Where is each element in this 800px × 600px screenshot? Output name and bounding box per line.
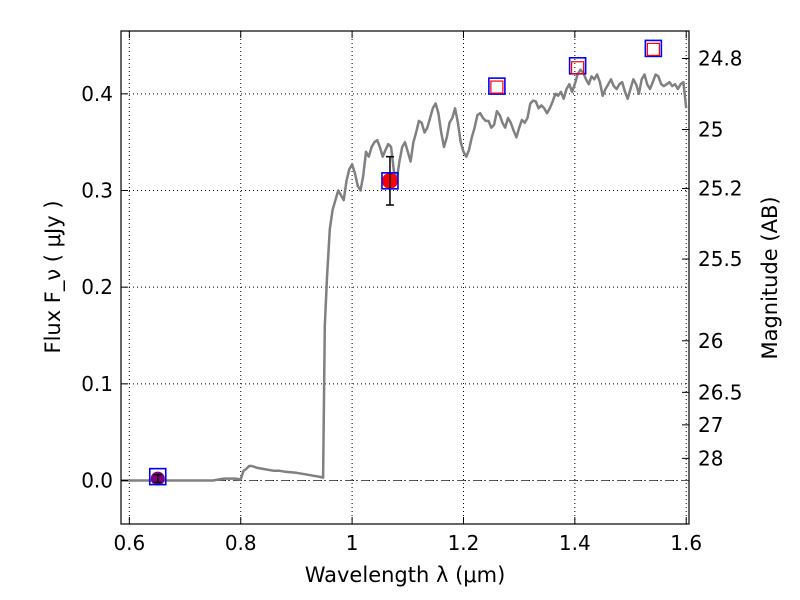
model-spectrum-line (121, 68, 688, 482)
axis-ticks (121, 31, 689, 524)
plot-frame (120, 30, 690, 525)
x-tick-label: 1.6 (670, 531, 702, 555)
mag-tick-label: 25.2 (698, 177, 743, 201)
mag-tick-label: 24.8 (698, 47, 743, 71)
x-tick-label: 1 (346, 531, 359, 555)
model-photometry-box (381, 172, 399, 190)
model-photometry-box (148, 467, 167, 486)
mag-tick-label: 27 (698, 413, 723, 437)
observed-box-point (571, 61, 585, 75)
model-spectrum-group (121, 68, 688, 482)
y-tick-label: 0.4 (81, 82, 113, 106)
mag-tick-label: 25 (698, 118, 723, 142)
x-axis-title: Wavelength λ (μm) (305, 563, 506, 587)
x-tick-label: 0.8 (225, 531, 257, 555)
plot-background (121, 31, 689, 524)
y-tick-label: 0.0 (81, 469, 113, 493)
y-tick-label: 0.1 (81, 372, 113, 396)
mag-tick-label: 28 (698, 446, 723, 470)
mag-tick-label: 25.5 (698, 247, 743, 271)
y-axis-title: Flux F_ν ( μJy ) (41, 200, 66, 353)
x-tick-label: 0.6 (113, 531, 145, 555)
mag-tick-label: 26.5 (698, 380, 743, 404)
observed-box-point (646, 42, 660, 56)
right-axis-title: Magnitude (AB) (758, 196, 782, 359)
y-tick-label: 0.3 (81, 179, 113, 203)
observed-box-point (490, 80, 504, 94)
x-tick-label: 1.2 (448, 531, 480, 555)
model-photometry-box (644, 39, 663, 58)
model-photometry-box (488, 77, 506, 95)
x-tick-label: 1.4 (559, 531, 591, 555)
y-tick-label: 0.2 (81, 275, 113, 299)
tick-labels: 0.6 0.8 1 1.2 1.4 1.6 0.0 0.1 0.2 0.3 0.4 24.8 25 25.… (81, 47, 742, 555)
mag-tick-label: 26 (698, 329, 723, 353)
marker-group (148, 39, 663, 486)
